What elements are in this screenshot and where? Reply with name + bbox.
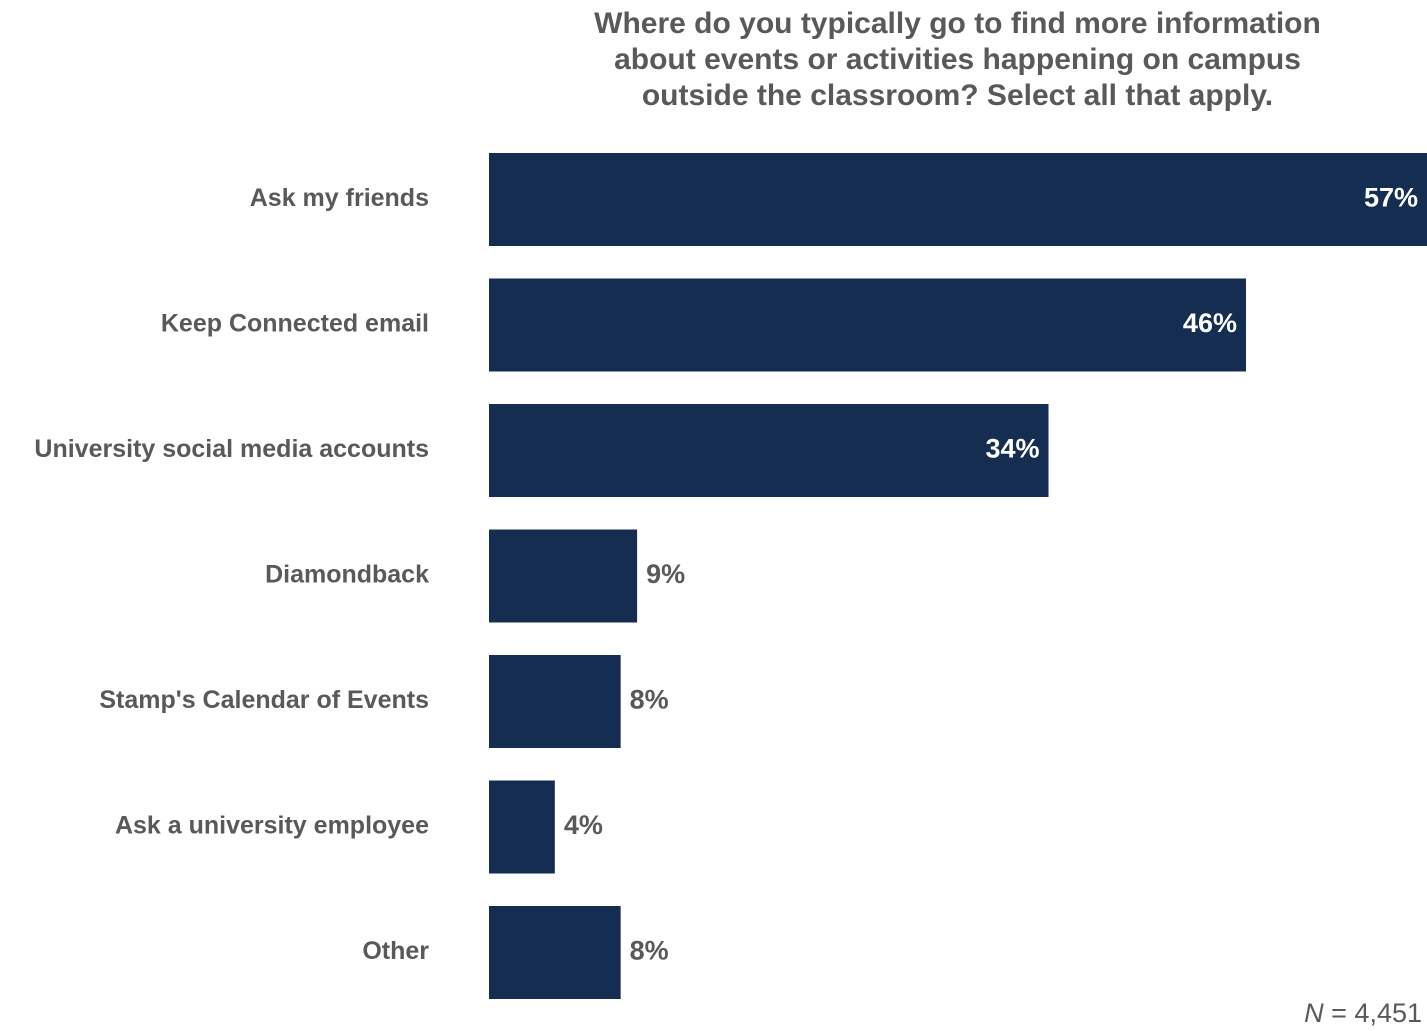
category-label: Stamp's Calendar of Events bbox=[99, 686, 429, 714]
data-label: 8% bbox=[630, 936, 669, 966]
data-label: 4% bbox=[564, 810, 603, 840]
bar bbox=[489, 278, 1246, 372]
data-label: 34% bbox=[985, 434, 1039, 464]
category-label: Other bbox=[362, 937, 429, 965]
bar bbox=[489, 529, 638, 623]
bar bbox=[489, 906, 621, 999]
chart-title-line-1: Where do you typically go to find more i… bbox=[594, 7, 1321, 40]
sample-size-note: N = 4,451 bbox=[1304, 998, 1422, 1029]
category-label: Ask a university employee bbox=[115, 812, 429, 840]
bar bbox=[489, 780, 555, 874]
chart-title-line-3: outside the classroom? Select all that a… bbox=[641, 79, 1274, 112]
data-label: 9% bbox=[646, 559, 685, 589]
data-label: 8% bbox=[630, 685, 669, 715]
category-label: Diamondback bbox=[265, 561, 429, 589]
bar bbox=[489, 655, 621, 748]
bar bbox=[489, 153, 1427, 246]
bar bbox=[489, 404, 1049, 497]
category-label: University social media accounts bbox=[34, 435, 429, 463]
chart-title: Where do you typically go to find more i… bbox=[488, 6, 1427, 114]
category-label: Ask my friends bbox=[250, 184, 429, 212]
data-label: 57% bbox=[1364, 183, 1418, 213]
sample-size-symbol: N bbox=[1304, 998, 1324, 1028]
chart-title-line-2: about events or activities happening on … bbox=[614, 43, 1301, 76]
sample-size-value: = 4,451 bbox=[1331, 998, 1422, 1028]
data-label: 46% bbox=[1183, 308, 1237, 338]
category-label: Keep Connected email bbox=[161, 310, 429, 338]
